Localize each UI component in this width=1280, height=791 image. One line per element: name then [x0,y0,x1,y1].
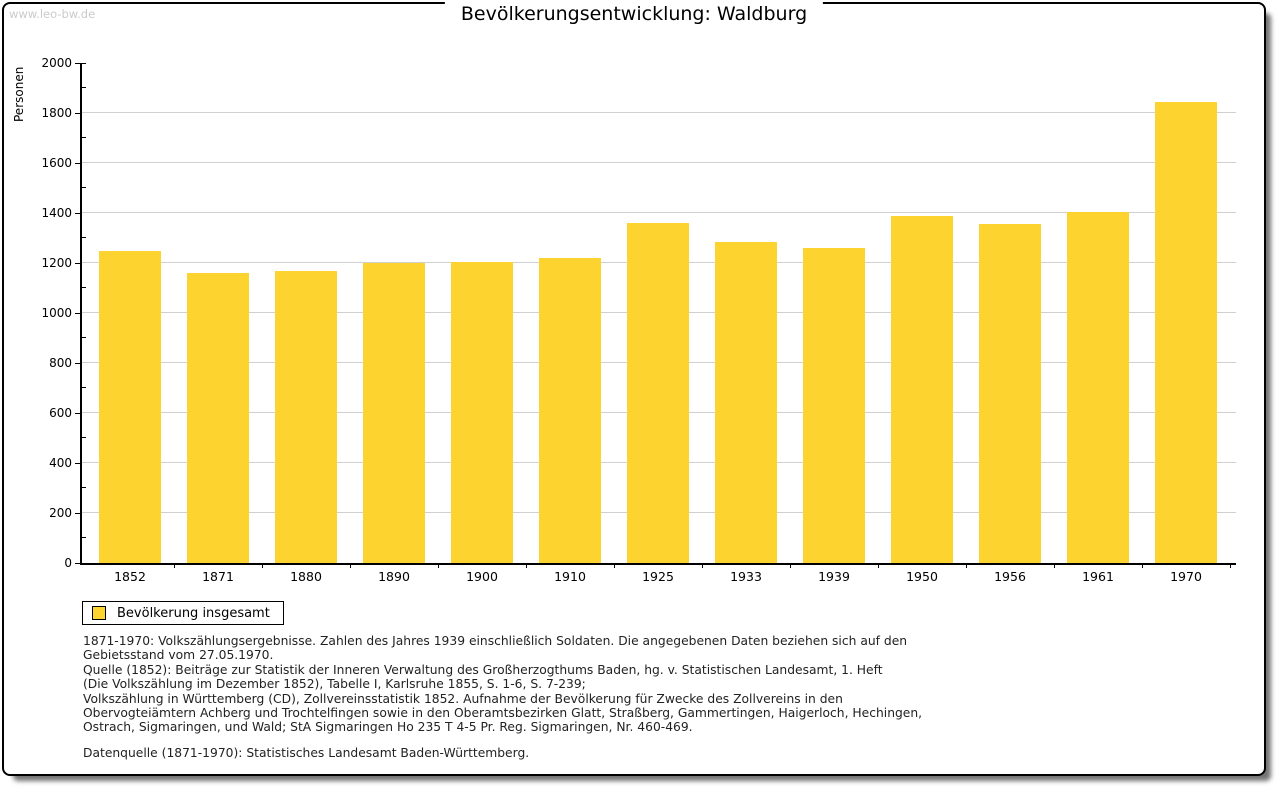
x-tick-5 [614,563,615,568]
y-minor-tick-1300 [82,237,86,238]
x-tick-2 [350,563,351,568]
legend: Bevölkerung insgesamt [82,601,284,625]
bar-1933 [715,241,777,563]
x-tick-label-1890: 1890 [378,569,410,584]
y-tick-label-0: 0 [64,556,72,570]
x-tick-label-1939: 1939 [818,569,850,584]
y-minor-tick-500 [82,437,86,438]
x-tick-1 [262,563,263,568]
y-tick-label-1000: 1000 [41,306,72,320]
x-tick-label-1933: 1933 [730,569,762,584]
x-tick-12 [1230,563,1231,568]
y-tick-600 [75,413,80,414]
x-tick-label-1925: 1925 [642,569,674,584]
y-tick-1600 [75,163,80,164]
x-tick-label-1910: 1910 [554,569,586,584]
x-tick-10 [1054,563,1055,568]
source-line-2: Gebietsstand vom 27.05.1970. [83,648,274,663]
y-axis-tick-labels: 0 200 400 600 800 1000 1200 1400 1600 1800 2000 [4,56,72,570]
source-line-6: Obervogteiämtern Achberg und Trochtelfin… [83,706,923,721]
source-line-3: Quelle (1852): Beiträge zur Statistik de… [83,662,883,677]
source-line-4: (Die Volkszählung im Dezember 1852), Tab… [83,677,586,692]
y-tick-200 [75,513,80,514]
x-tick-4 [526,563,527,568]
legend-swatch-icon [92,606,106,620]
y-tick-label-200: 200 [49,506,72,520]
bar-1950 [891,215,953,563]
bar-1890 [363,263,425,563]
bar-1910 [539,258,601,563]
page-title: Bevölkerungsentwicklung: Waldburg [444,1,824,27]
y-tick-800 [75,363,80,364]
y-minor-tick-700 [82,387,86,388]
y-tick-label-600: 600 [49,406,72,420]
source-line-1: 1871-1970: Volkszählungsergebnisse. Zahl… [83,634,908,648]
bar-1925 [627,223,689,563]
y-minor-tick-300 [82,487,86,488]
legend-label: Bevölkerung insgesamt [117,605,270,621]
y-tick-label-800: 800 [49,356,72,370]
plot-area: 1852 1871 1880 1890 1900 1910 1925 1933 1939 1950… [75,63,1236,584]
y-tick-1800 [75,113,80,114]
bar-1970 [1155,101,1217,563]
x-tick-label-1900: 1900 [466,569,498,584]
y-minor-tick-1900 [82,87,86,88]
bar-1852 [99,250,161,563]
y-tick-0 [75,563,80,564]
x-tick-label-1956: 1956 [994,569,1026,584]
y-minor-tick-900 [82,337,86,338]
bar-1961 [1067,211,1129,563]
source-lines: 1871-1970: Volkszählungsergebnisse. Zahl… [83,634,922,735]
y-minor-tick-100 [82,537,86,538]
x-tick-label-1880: 1880 [290,569,322,584]
y-tick-1000 [75,313,80,314]
x-tick-label-1852: 1852 [114,569,146,584]
gridline-1800 [82,112,1236,113]
y-tick-label-1400: 1400 [41,206,72,220]
x-tick-label-1950: 1950 [906,569,938,584]
datasource-line: Datenquelle (1871-1970): Statistisches L… [83,745,530,760]
watermark: www.leo-bw.de [9,7,96,21]
footnotes: 1871-1970: Volkszählungsergebnisse. Zahl… [83,634,922,760]
y-axis-top-cap [82,63,86,64]
x-tick-7 [790,563,791,568]
chart-window: www.leo-bw.de Bevölkerungsentwicklung: W… [2,1,1266,776]
y-tick-label-2000: 2000 [41,56,72,70]
bar-1871 [187,273,249,563]
gridline-1400 [82,212,1236,213]
y-tick-label-400: 400 [49,456,72,470]
y-tick-label-1200: 1200 [41,256,72,270]
bar-1956 [979,224,1041,563]
source-line-5: Volkszählung in Württemberg (CD), Zollve… [83,691,843,706]
x-tick-11 [1142,563,1143,568]
bar-1880 [275,270,337,563]
y-tick-400 [75,463,80,464]
y-minor-tick-1500 [82,187,86,188]
source-line-7: Ostrach, Sigmaringen, und Wald; StA Sigm… [83,720,693,735]
bar-1900 [451,261,513,563]
x-tick-label-1970: 1970 [1170,569,1202,584]
x-tick-8 [878,563,879,568]
x-tick-0 [174,563,175,568]
y-tick-1400 [75,213,80,214]
x-tick-6 [702,563,703,568]
bar-1939 [803,248,865,563]
x-tick-3 [438,563,439,568]
x-tick-label-1871: 1871 [202,569,234,584]
y-minor-tick-1700 [82,137,86,138]
y-tick-2000 [75,63,80,64]
y-minor-tick-1100 [82,287,86,288]
y-tick-label-1600: 1600 [41,156,72,170]
x-tick-9 [966,563,967,568]
y-tick-label-1800: 1800 [41,106,72,120]
y-tick-1200 [75,263,80,264]
gridline-1600 [82,162,1236,163]
x-tick-label-1961: 1961 [1082,569,1114,584]
